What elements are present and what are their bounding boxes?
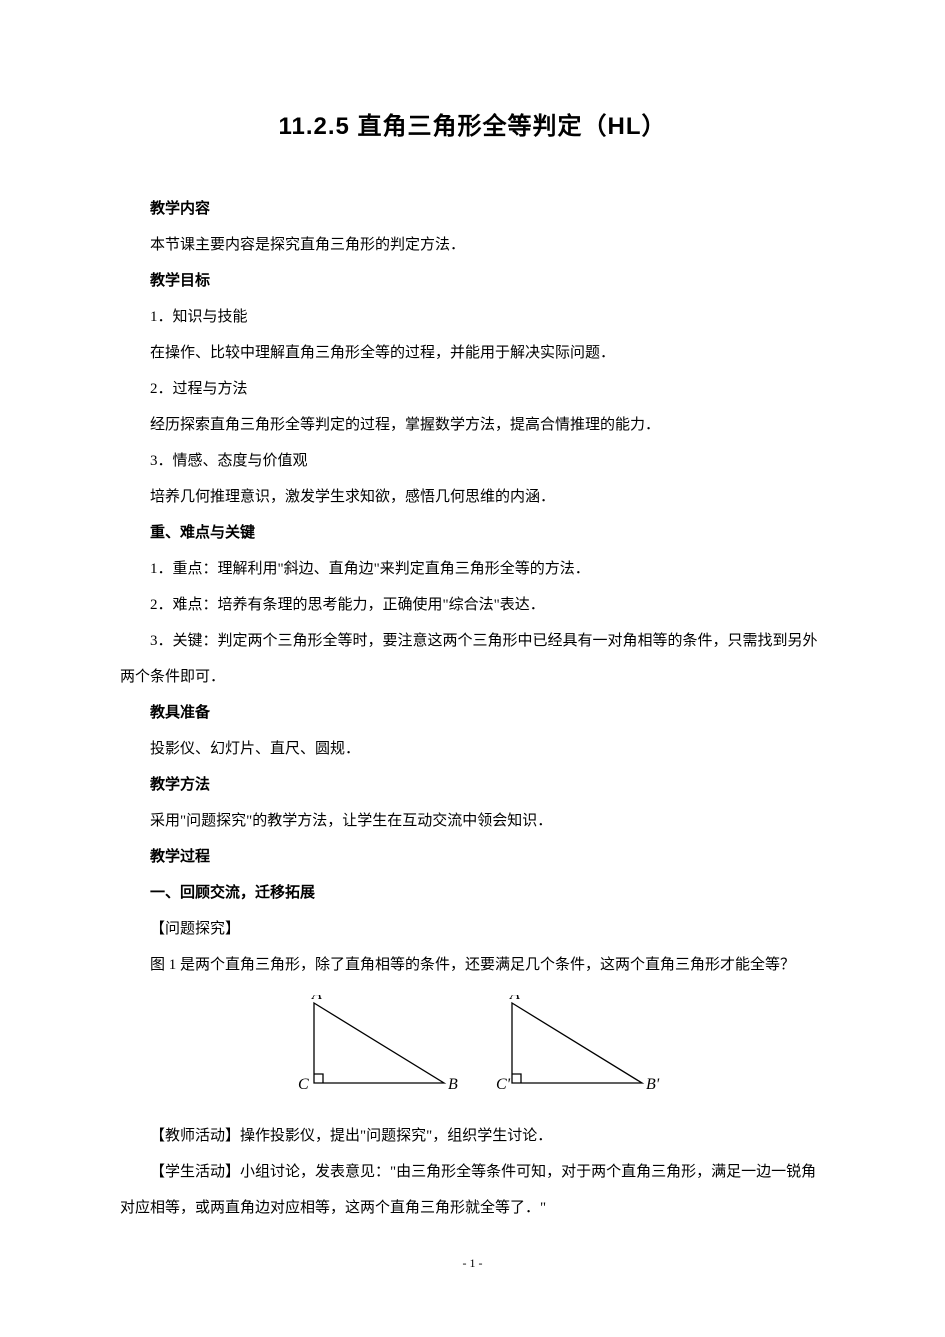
svg-text:B': B' — [646, 1076, 660, 1093]
document-page: 11.2.5 直角三角形全等判定（HL） 教学内容 本节课主要内容是探究直角三角… — [0, 0, 945, 1301]
heading-objectives: 教学目标 — [120, 263, 825, 299]
heading-keypoints: 重、难点与关键 — [120, 515, 825, 551]
paragraph: 培养几何推理意识，激发学生求知欲，感悟几何思维的内涵． — [120, 479, 825, 515]
paragraph: 图 1 是两个直角三角形，除了直角相等的条件，还要满足几个条件，这两个直角三角形… — [120, 947, 825, 983]
svg-text:C': C' — [496, 1076, 511, 1093]
page-title: 11.2.5 直角三角形全等判定（HL） — [120, 106, 825, 141]
list-item: 3．关键：判定两个三角形全等时，要注意这两个三角形中已经具有一对角相等的条件，只… — [120, 623, 825, 695]
svg-text:C: C — [298, 1076, 309, 1093]
heading-content: 教学内容 — [120, 191, 825, 227]
list-item: 2．过程与方法 — [120, 371, 825, 407]
heading-method: 教学方法 — [120, 767, 825, 803]
list-item: 1．知识与技能 — [120, 299, 825, 335]
triangle-right-icon: A' B' C' — [482, 995, 662, 1100]
svg-text:A': A' — [509, 995, 524, 1003]
list-item: 1．重点：理解利用"斜边、直角边"来判定直角三角形全等的方法． — [120, 551, 825, 587]
paragraph: 采用"问题探究"的教学方法，让学生在互动交流中领会知识． — [120, 803, 825, 839]
triangle-left-icon: A B C — [284, 995, 464, 1100]
list-item: 3．情感、态度与价值观 — [120, 443, 825, 479]
paragraph: 本节课主要内容是探究直角三角形的判定方法． — [120, 227, 825, 263]
list-item: 2．难点：培养有条理的思考能力，正确使用"综合法"表达． — [120, 587, 825, 623]
page-number: - 1 - — [120, 1256, 825, 1271]
subheading-review: 一、回顾交流，迁移拓展 — [120, 875, 825, 911]
heading-materials: 教具准备 — [120, 695, 825, 731]
svg-text:B: B — [448, 1076, 458, 1093]
paragraph: 经历探索直角三角形全等判定的过程，掌握数学方法，提高合情推理的能力． — [120, 407, 825, 443]
label-inquiry: 【问题探究】 — [120, 911, 825, 947]
paragraph: 投影仪、幻灯片、直尺、圆规． — [120, 731, 825, 767]
figure-triangles: A B C A' B' C' — [120, 995, 825, 1100]
svg-text:A: A — [311, 995, 322, 1003]
figure-gap — [464, 995, 482, 1100]
paragraph: 在操作、比较中理解直角三角形全等的过程，并能用于解决实际问题． — [120, 335, 825, 371]
heading-process: 教学过程 — [120, 839, 825, 875]
paragraph-teacher: 【教师活动】操作投影仪，提出"问题探究"，组织学生讨论． — [120, 1118, 825, 1154]
paragraph-student: 【学生活动】小组讨论，发表意见："由三角形全等条件可知，对于两个直角三角形，满足… — [120, 1154, 825, 1226]
